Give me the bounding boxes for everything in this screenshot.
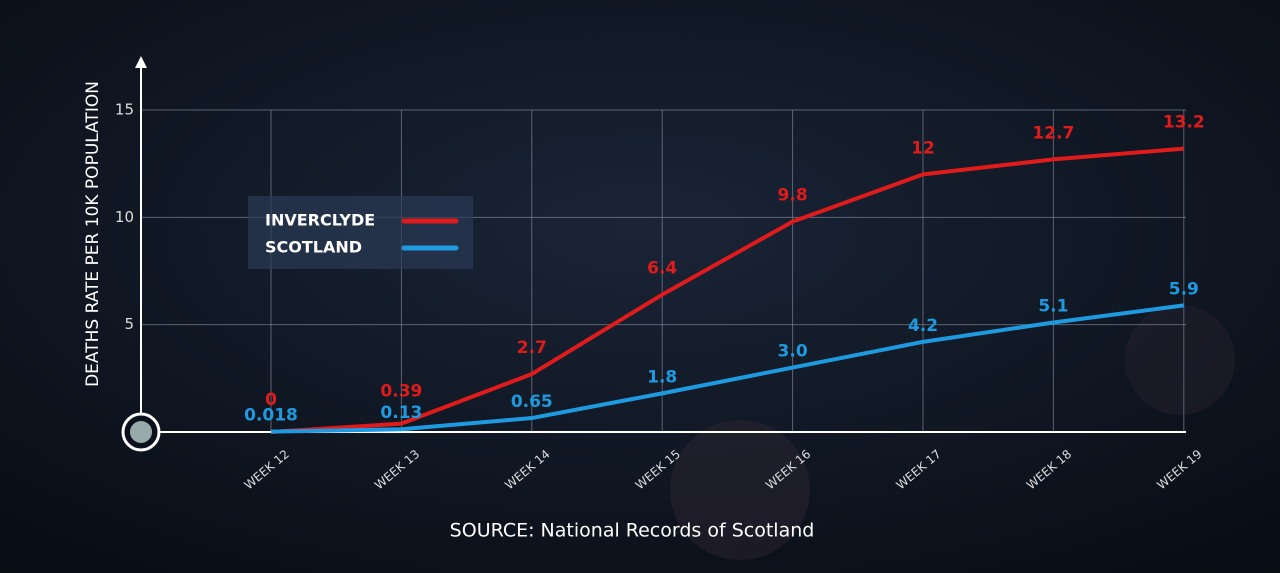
y-axis-arrow xyxy=(135,56,147,68)
legend-label: SCOTLAND xyxy=(265,238,362,257)
data-label: 0.018 xyxy=(244,406,298,426)
data-label: 5.9 xyxy=(1169,279,1199,299)
series-line xyxy=(270,146,1184,434)
origin-badge xyxy=(130,421,152,443)
data-label: 6.4 xyxy=(647,259,677,279)
data-label: 12 xyxy=(911,138,935,158)
background-decor xyxy=(670,420,810,560)
y-tick-label: 10 xyxy=(115,208,134,226)
data-label: 9.8 xyxy=(778,186,808,206)
source: SOURCE: National Records of Scotland xyxy=(450,520,815,542)
data-label: 0 xyxy=(265,390,277,410)
data-label: 0.65 xyxy=(511,392,553,412)
data-label: 12.7 xyxy=(1032,123,1074,143)
y-tick-label: 5 xyxy=(124,315,134,333)
data-label: 0.39 xyxy=(380,382,422,402)
plot: 0 0.39 2.7 6.4 9.8 12 12.7 13.2 0.018 0.13 0.65 1.8… xyxy=(244,113,1205,434)
data-label: 1.8 xyxy=(647,367,677,387)
y-tick-label: 15 xyxy=(115,101,134,119)
y-axis-label: DEATHS RATE PER 10K POPULATION xyxy=(83,81,103,387)
data-label: 5.1 xyxy=(1038,297,1068,317)
data-label: 3.0 xyxy=(778,342,808,362)
data-label: 2.7 xyxy=(517,338,547,358)
data-label: 4.2 xyxy=(908,316,938,336)
legend-box xyxy=(248,196,473,269)
series-line xyxy=(270,303,1185,434)
data-label: 13.2 xyxy=(1163,113,1205,133)
grid xyxy=(141,109,1186,432)
data-label: 0.13 xyxy=(380,403,422,423)
background-decor xyxy=(1125,305,1235,415)
legend-label: INVERCLYDE xyxy=(265,211,375,230)
